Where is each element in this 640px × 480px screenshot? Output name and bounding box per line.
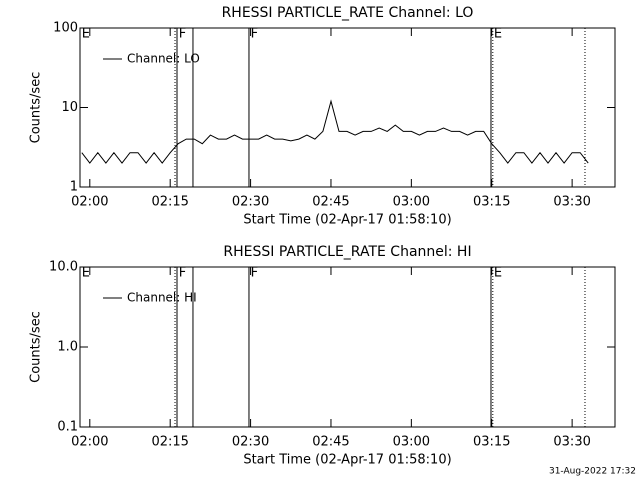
y-tick-label: 100 [53,21,78,36]
chart-title: RHESSI PARTICLE_RATE Channel: HI [223,244,471,260]
x-tick-label: 03:15 [473,435,510,450]
y-tick-label: 0.1 [57,420,78,435]
x-tick-label: 02:00 [71,195,108,210]
y-axis-label: Counts/sec [29,311,44,383]
x-tick-label: 03:00 [393,435,430,450]
x-tick-label: 02:30 [232,195,269,210]
legend-label: Channel: HI [127,291,197,305]
x-tick-label: 03:30 [553,195,590,210]
event-label: F [251,27,258,42]
footer: 31-Aug-2022 17:32 [549,467,636,477]
x-tick-label: 03:00 [393,195,430,210]
y-tick-label: 1.0 [57,340,78,355]
x-tick-label: 02:30 [232,435,269,450]
x-axis-label: Start Time (02-Apr-17 01:58:10) [243,453,451,468]
data-line [81,99,589,164]
event-label: E [494,27,502,42]
y-tick-label: 1 [70,180,78,195]
event-label: F [179,266,186,281]
x-tick-label: 02:45 [312,195,349,210]
x-tick-label: 03:15 [473,195,510,210]
x-tick-label: 02:45 [312,435,349,450]
event-label: E [494,266,502,281]
x-tick-label: 03:30 [553,435,590,450]
event-label: F [179,27,186,42]
chart-title: RHESSI PARTICLE_RATE Channel: LO [222,5,474,21]
x-axis-label: Start Time (02-Apr-17 01:58:10) [243,213,451,228]
event-label: E [82,266,90,281]
x-tick-label: 02:15 [151,435,188,450]
x-tick-label: 02:00 [71,435,108,450]
y-axis-label: Counts/sec [29,72,44,144]
event-label: E [82,27,90,42]
event-label: F [251,266,258,281]
legend-label: Channel: LO [127,52,200,66]
x-tick-label: 02:15 [151,195,188,210]
y-tick-label: 10 [61,100,78,115]
y-tick-label: 10.0 [49,260,78,275]
